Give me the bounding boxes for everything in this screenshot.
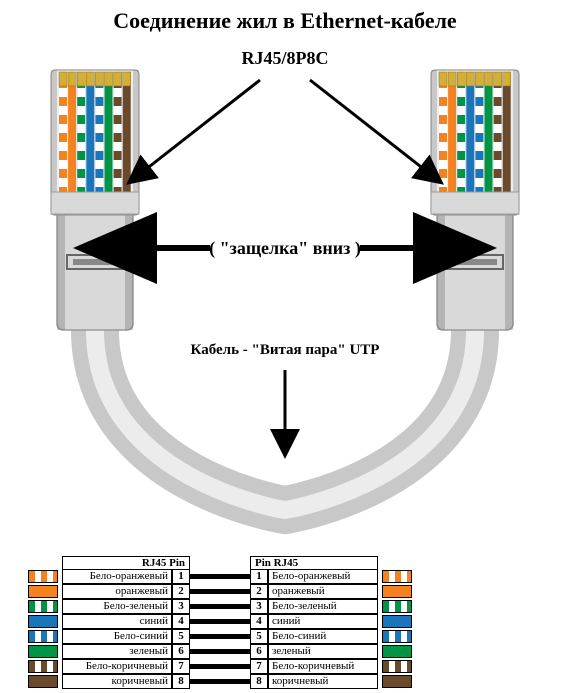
- color-swatch: [28, 645, 58, 658]
- wire-name-left: синий: [62, 614, 172, 629]
- wire-name-right: синий: [268, 614, 378, 629]
- wire-name-left: зеленый: [62, 644, 172, 659]
- color-swatch: [28, 585, 58, 598]
- pin-number-left: 3: [172, 599, 190, 614]
- color-swatch: [28, 615, 58, 628]
- pin-number-left: 2: [172, 584, 190, 599]
- pin-link-line: [190, 619, 250, 624]
- pin-number-right: 4: [250, 614, 268, 629]
- pin-number-right: 6: [250, 644, 268, 659]
- pin-number-right: 1: [250, 569, 268, 584]
- pinout-row: синий44синий: [28, 614, 542, 629]
- color-swatch: [382, 615, 412, 628]
- wire-name-right: зеленый: [268, 644, 378, 659]
- pinout-row: коричневый88коричневый: [28, 674, 542, 689]
- pin-number-right: 5: [250, 629, 268, 644]
- pin-link-line: [190, 604, 250, 609]
- pin-number-left: 7: [172, 659, 190, 674]
- color-swatch: [28, 600, 58, 613]
- diagram-title: Соединение жил в Ethernet-кабеле: [0, 8, 570, 34]
- pin-number-right: 7: [250, 659, 268, 674]
- color-swatch: [382, 675, 412, 688]
- pin-link-line: [190, 679, 250, 684]
- wire-name-left: коричневый: [62, 674, 172, 689]
- color-swatch: [382, 570, 412, 583]
- pinout-row: Бело-коричневый77Бело-коричневый: [28, 659, 542, 674]
- pin-number-right: 8: [250, 674, 268, 689]
- pinout-row: оранжевый22оранжевый: [28, 584, 542, 599]
- pinout-row: зеленый66зеленый: [28, 644, 542, 659]
- wire-name-right: Бело-оранжевый: [268, 569, 378, 584]
- color-swatch: [382, 630, 412, 643]
- pin-link-line: [190, 649, 250, 654]
- color-swatch: [28, 675, 58, 688]
- wire-name-right: Бело-коричневый: [268, 659, 378, 674]
- color-swatch: [382, 645, 412, 658]
- pin-link-line: [190, 589, 250, 594]
- wire-name-left: Бело-оранжевый: [62, 569, 172, 584]
- wire-name-left: Бело-зеленый: [62, 599, 172, 614]
- color-swatch: [28, 660, 58, 673]
- pin-number-left: 4: [172, 614, 190, 629]
- wire-name-left: оранжевый: [62, 584, 172, 599]
- wire-name-right: Бело-зеленый: [268, 599, 378, 614]
- header-right: Pin RJ45: [250, 556, 378, 569]
- pin-number-left: 8: [172, 674, 190, 689]
- pinout-row: Бело-синий55Бело-синий: [28, 629, 542, 644]
- pinout-row: Бело-оранжевый11Бело-оранжевый: [28, 569, 542, 584]
- wire-name-right: коричневый: [268, 674, 378, 689]
- wire-name-left: Бело-синий: [62, 629, 172, 644]
- pin-number-right: 2: [250, 584, 268, 599]
- pinout-table: RJ45 Pin Pin RJ45 Бело-оранжевый11Бело-о…: [28, 555, 542, 689]
- wire-name-left: Бело-коричневый: [62, 659, 172, 674]
- pin-number-right: 3: [250, 599, 268, 614]
- color-swatch: [382, 585, 412, 598]
- pin-number-left: 1: [172, 569, 190, 584]
- pin-number-left: 5: [172, 629, 190, 644]
- ethernet-diagram: [0, 60, 570, 540]
- pin-number-left: 6: [172, 644, 190, 659]
- wire-name-right: оранжевый: [268, 584, 378, 599]
- pin-link-line: [190, 634, 250, 639]
- wire-name-right: Бело-синий: [268, 629, 378, 644]
- pinout-row: Бело-зеленый33Бело-зеленый: [28, 599, 542, 614]
- color-swatch: [382, 660, 412, 673]
- header-left: RJ45 Pin: [62, 556, 190, 569]
- color-swatch: [28, 570, 58, 583]
- color-swatch: [28, 630, 58, 643]
- color-swatch: [382, 600, 412, 613]
- pin-link-line: [190, 664, 250, 669]
- pin-link-line: [190, 574, 250, 579]
